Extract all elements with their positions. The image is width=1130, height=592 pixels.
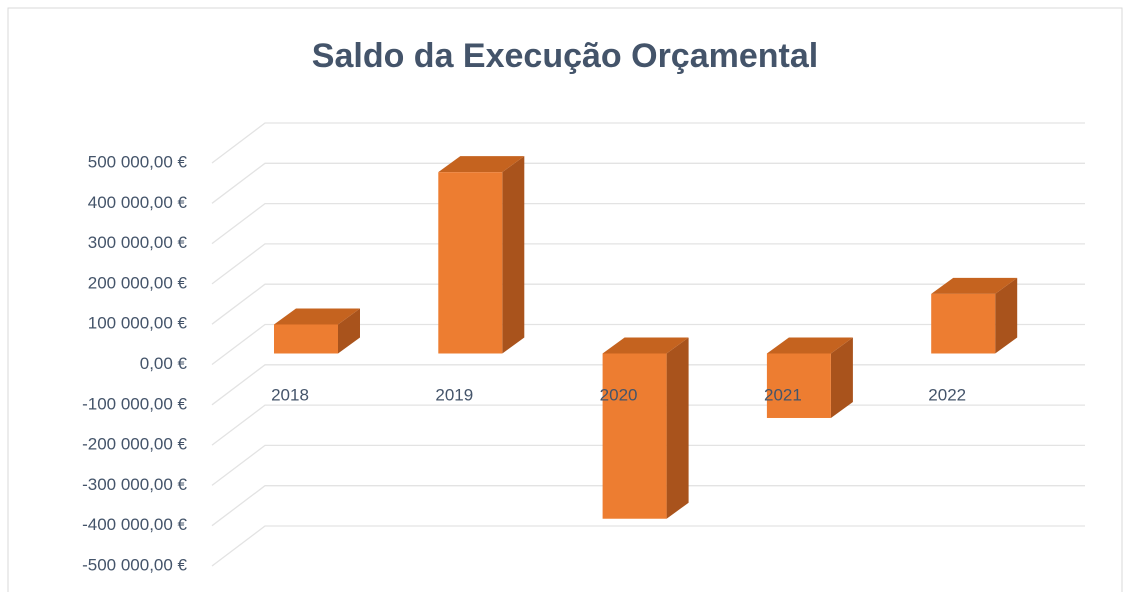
y-tick-label: -300 000,00 €: [82, 475, 187, 494]
grid-line: [211, 444, 1085, 486]
x-tick-label: 2019: [435, 385, 473, 404]
bar-face: [666, 337, 689, 519]
x-tick-label: 2022: [928, 385, 966, 404]
y-tick-label: 0,00 €: [140, 354, 188, 373]
y-tick-label: 400 000,00 €: [88, 193, 188, 212]
bar-face: [766, 353, 831, 418]
y-tick-label: 500 000,00 €: [88, 152, 188, 171]
bar-face: [274, 308, 360, 325]
grid-line: [211, 323, 1085, 366]
y-tick-label: 200 000,00 €: [88, 273, 188, 292]
bar-face: [830, 337, 853, 418]
y-tick-label: 300 000,00 €: [88, 233, 188, 252]
x-tick-label: 2020: [600, 385, 638, 404]
bar-face: [438, 156, 525, 173]
grid-line: [211, 202, 1085, 245]
bar: [438, 156, 525, 354]
bar: [931, 277, 1018, 354]
bar-face: [931, 293, 996, 354]
bar: [766, 337, 853, 418]
chart-frame: [7, 7, 1123, 592]
y-tick-label: -100 000,00 €: [82, 394, 187, 413]
x-tick-label: 2018: [271, 385, 309, 404]
bar-face: [602, 337, 689, 354]
bar-face: [931, 277, 1018, 294]
bar: [274, 308, 360, 354]
grid-line: [211, 122, 1085, 164]
bar-face: [502, 156, 525, 354]
bar-face: [274, 324, 338, 354]
y-tick-label: -200 000,00 €: [82, 435, 187, 454]
bar: [602, 337, 689, 519]
y-tick-label: -500 000,00 €: [82, 555, 187, 574]
bar-face: [766, 337, 853, 354]
grid-line: [211, 485, 1085, 527]
grid-line: [211, 525, 1085, 567]
grid-line: [211, 283, 1085, 325]
grid-line: [211, 162, 1085, 204]
bar-face: [995, 277, 1018, 354]
bar-face: [602, 353, 667, 519]
grid-line: [211, 243, 1085, 285]
bar-face: [338, 308, 360, 354]
y-tick-label: 100 000,00 €: [88, 314, 188, 333]
x-tick-label: 2021: [764, 385, 802, 404]
y-tick-label: -400 000,00 €: [82, 515, 187, 534]
chart-title: Saldo da Execução Orçamental: [312, 37, 818, 75]
bar-face: [438, 172, 503, 354]
